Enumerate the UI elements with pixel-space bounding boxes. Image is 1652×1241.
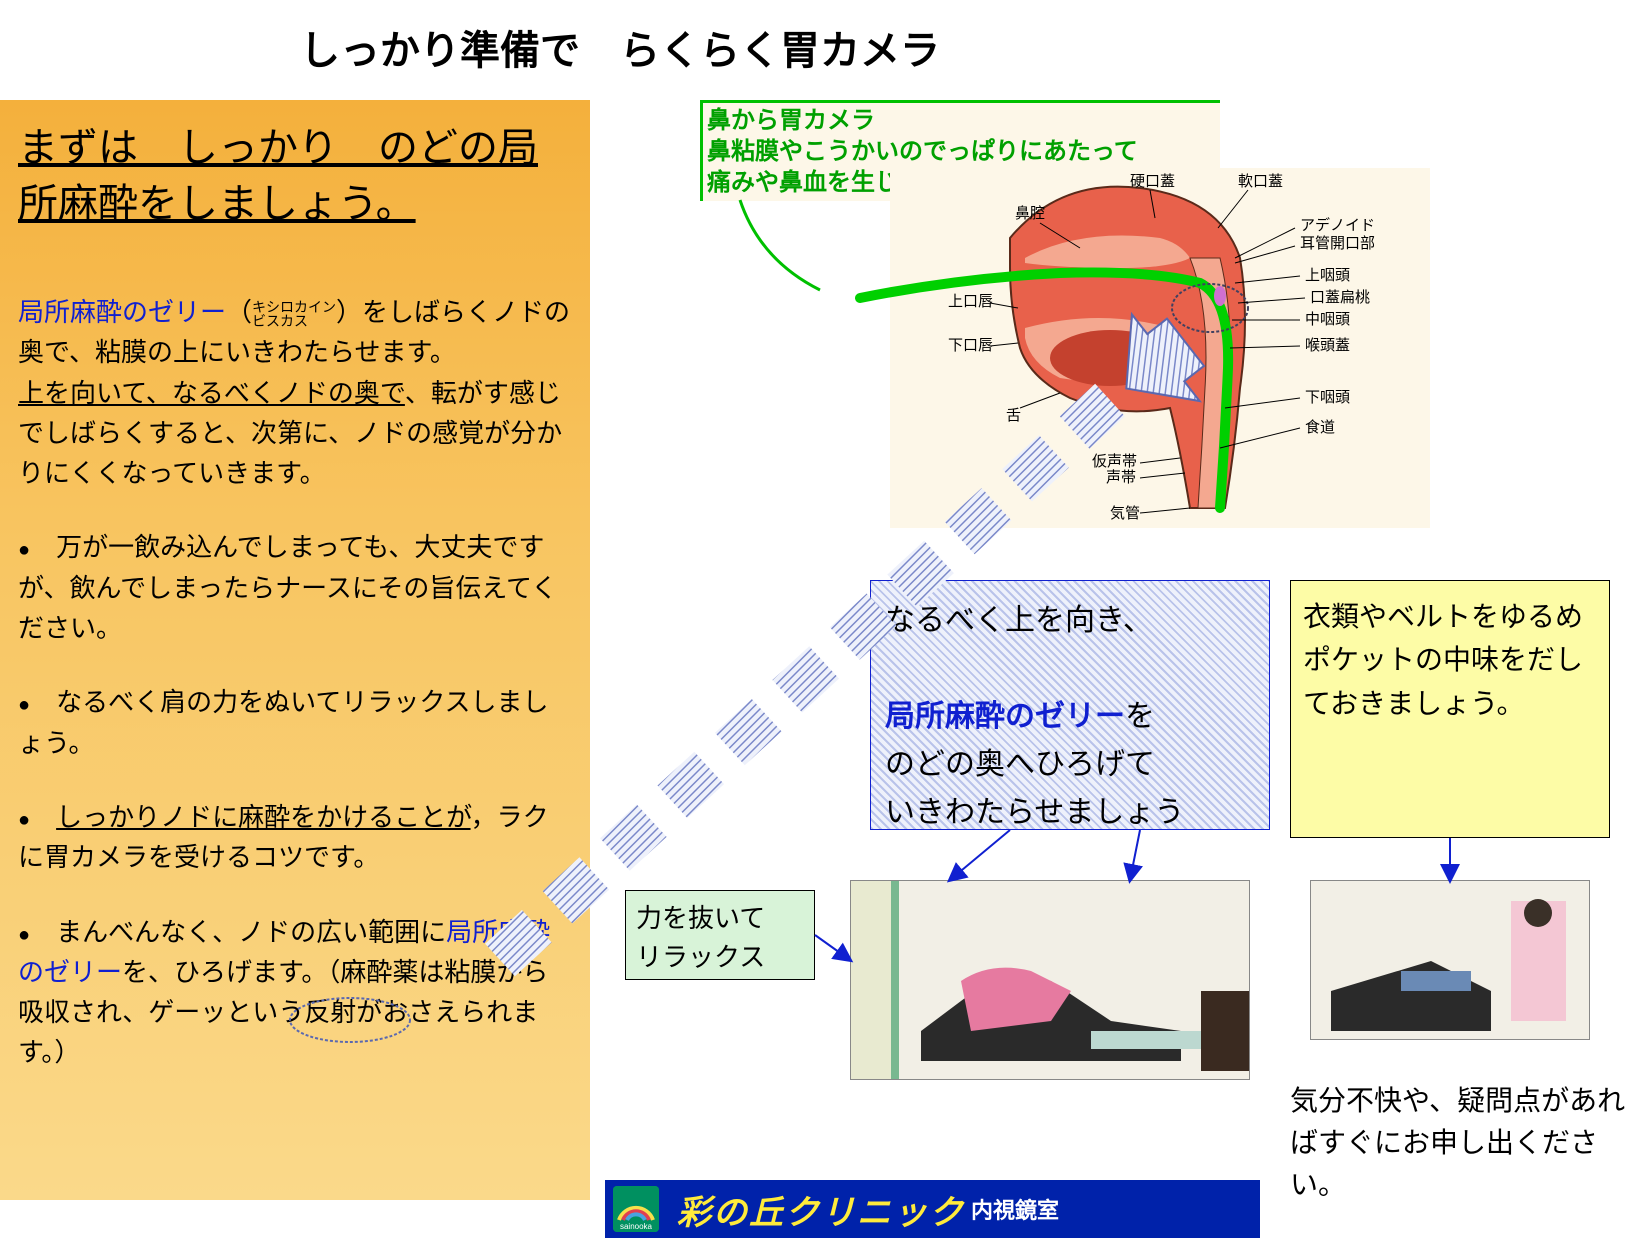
clinic-sub: 内視鏡室 (971, 1193, 1059, 1225)
anatomy-svg: 鼻腔 硬口蓋 軟口蓋 アデノイド 耳管開口部 上咽頭 口蓋扁桃 中咽頭 喉頭蓋 … (820, 108, 1460, 538)
svg-text:舌: 舌 (1006, 407, 1021, 424)
photo-reclining-chair (850, 880, 1250, 1080)
clinic-banner: sainooka 彩の丘クリニック 内視鏡室 (605, 1180, 1260, 1238)
center-instruction-box: なるべく上を向き、 局所麻酔のゼリーを のどの奥へひろげて いきわたらせましょう (870, 580, 1270, 830)
left-panel: まずは しっかり のどの局所麻酔をしましょう。 局所麻酔のゼリー（キシロカインビ… (0, 100, 590, 1200)
jelly-term: 局所麻酔のゼリー (18, 297, 226, 327)
svg-text:声帯: 声帯 (1106, 468, 1136, 486)
svg-text:口蓋扁桃: 口蓋扁桃 (1310, 289, 1370, 306)
svg-text:仮声帯: 仮声帯 (1092, 452, 1137, 470)
svg-text:軟口蓋: 軟口蓋 (1238, 173, 1283, 190)
svg-text:食道: 食道 (1305, 419, 1335, 436)
svg-text:下咽頭: 下咽頭 (1305, 389, 1350, 406)
intro-underline: 上を向いて、なるべくノドの奥で (18, 378, 405, 408)
photo-nurse-assist (1310, 880, 1590, 1040)
bullet-2: ● なるべく肩の力をぬいてリラックスしましょう。 (18, 682, 572, 763)
svg-text:中咽頭: 中咽頭 (1305, 311, 1350, 328)
page-title: しっかり準備で らくらく胃カメラ (300, 18, 940, 76)
svg-text:気管: 気管 (1110, 505, 1140, 522)
anatomy-diagram: 鼻から胃カメラ 鼻粘膜やこうかいのでっぱりにあたって 痛みや鼻血を生じることがあ… (700, 100, 1420, 540)
logo-tag: sainooka (613, 1222, 659, 1231)
left-heading: まずは しっかり のどの局所麻酔をしましょう。 (18, 120, 572, 232)
bullet-4: ● まんべんなく、ノドの広い範囲に局所麻酔のゼリーを、ひろげます。（麻酔薬は粘膜… (18, 912, 572, 1073)
svg-text:上咽頭: 上咽頭 (1305, 267, 1350, 284)
clinic-logo-icon: sainooka (613, 1186, 659, 1232)
bullet-1: ● 万が一飲み込んでしまっても、大丈夫ですが、飲んでしまったらナースにその旨伝え… (18, 527, 572, 648)
relax-box: 力を抜いて リラックス (625, 890, 815, 980)
bullet-3: ● しっかりノドに麻酔をかけることが，ラクに胃カメラを受けるコツです。 (18, 797, 572, 878)
intro-paragraph: 局所麻酔のゼリー（キシロカインビスカス）をしばらくノドの奥で、粘膜の上にいきわた… (18, 292, 572, 493)
right-yellow-box: 衣類やベルトをゆるめポケットの中味をだしておきましょう。 (1290, 580, 1610, 838)
svg-text:鼻腔: 鼻腔 (1015, 205, 1045, 222)
svg-text:上口唇: 上口唇 (948, 293, 993, 310)
svg-text:耳管開口部: 耳管開口部 (1300, 235, 1375, 252)
clinic-name: 彩の丘クリニック (677, 1185, 965, 1234)
svg-text:下口唇: 下口唇 (948, 337, 993, 354)
ruby: キシロカインビスカス (252, 300, 336, 328)
svg-text:喉頭蓋: 喉頭蓋 (1305, 337, 1350, 354)
svg-text:硬口蓋: 硬口蓋 (1130, 173, 1175, 190)
svg-text:アデノイド: アデノイド (1300, 216, 1375, 234)
bottom-note: 気分不快や、疑問点があればすぐにお申し出ください。 (1290, 1080, 1630, 1206)
